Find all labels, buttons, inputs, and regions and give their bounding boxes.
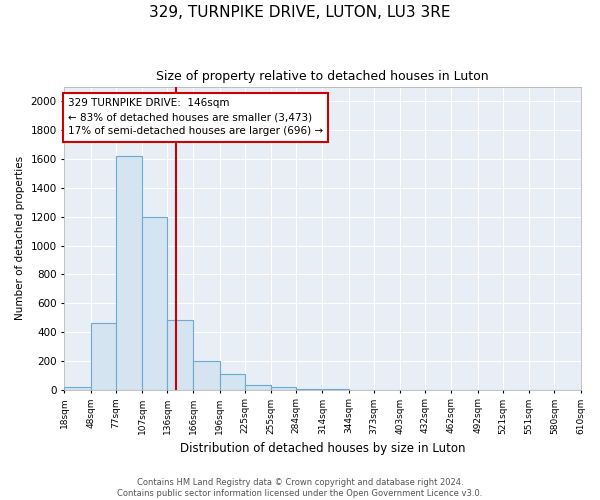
X-axis label: Distribution of detached houses by size in Luton: Distribution of detached houses by size … <box>180 442 465 455</box>
Text: Contains HM Land Registry data © Crown copyright and database right 2024.
Contai: Contains HM Land Registry data © Crown c… <box>118 478 482 498</box>
Bar <box>193 361 220 390</box>
Text: 329 TURNPIKE DRIVE:  146sqm
← 83% of detached houses are smaller (3,473)
17% of : 329 TURNPIKE DRIVE: 146sqm ← 83% of deta… <box>68 98 323 136</box>
Bar <box>167 320 193 390</box>
Bar <box>271 387 296 390</box>
Bar <box>142 216 167 390</box>
Bar <box>296 389 322 390</box>
Y-axis label: Number of detached properties: Number of detached properties <box>15 156 25 320</box>
Bar <box>116 156 142 390</box>
Bar <box>64 387 91 390</box>
Bar <box>91 324 116 390</box>
Bar <box>220 374 245 390</box>
Text: 329, TURNPIKE DRIVE, LUTON, LU3 3RE: 329, TURNPIKE DRIVE, LUTON, LU3 3RE <box>149 5 451 20</box>
Bar <box>245 386 271 390</box>
Title: Size of property relative to detached houses in Luton: Size of property relative to detached ho… <box>156 70 489 83</box>
